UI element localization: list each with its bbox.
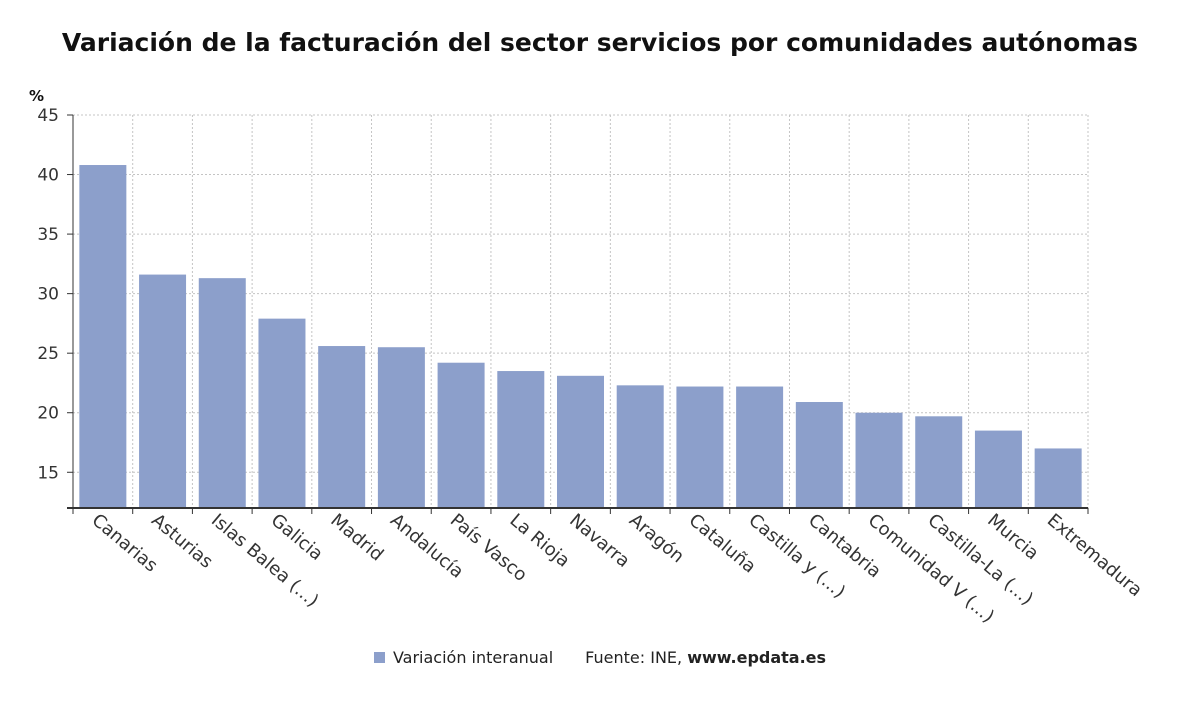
bar-15 <box>915 416 963 508</box>
bar-2 <box>139 274 187 508</box>
x-tick-label: Canarias <box>88 510 162 577</box>
bar-14 <box>855 412 903 508</box>
source-prefix: Fuente: INE, <box>585 648 688 667</box>
y-tick-label: 15 <box>37 463 59 483</box>
bar-3 <box>198 278 246 508</box>
bar-6 <box>377 347 425 508</box>
source-url[interactable]: www.epdata.es <box>687 648 827 667</box>
x-tick-label: Madrid <box>326 510 387 566</box>
legend-series-label: Variación interanual <box>392 648 554 667</box>
y-axis-unit-label: % <box>29 87 44 105</box>
chart-title: Variación de la facturación del sector s… <box>61 28 1139 57</box>
y-tick-label: 40 <box>37 166 59 186</box>
bar-12 <box>736 386 784 508</box>
bar-8 <box>497 371 545 508</box>
bar-4 <box>258 318 306 508</box>
legend: Variación interanual Fuente: INE, www.epd… <box>0 648 1200 667</box>
x-tick-label: Extremadura <box>1043 510 1146 601</box>
bar-1 <box>79 165 127 508</box>
bar-5 <box>318 346 366 508</box>
bar-9 <box>557 375 604 508</box>
y-tick-label: 45 <box>37 106 59 126</box>
legend-swatch <box>373 652 385 663</box>
y-tick-label: 35 <box>37 225 59 245</box>
bar-11 <box>676 386 724 508</box>
x-tick-label: Islas Balea (...) <box>207 510 323 612</box>
bar-7 <box>437 362 485 508</box>
y-tick-label: 20 <box>37 404 59 424</box>
bar-10 <box>616 385 664 508</box>
y-tick-label: 25 <box>37 344 59 364</box>
bar-13 <box>795 402 843 508</box>
bar-17 <box>1034 448 1082 508</box>
y-tick-label: 30 <box>37 285 59 305</box>
x-tick-label: Aragón <box>625 510 688 568</box>
bars <box>79 165 1082 508</box>
axes <box>67 114 1089 514</box>
x-tick-label: Castilla-La (...) <box>924 510 1038 610</box>
bar-16 <box>974 430 1022 508</box>
x-tick-label: Navarra <box>565 510 633 572</box>
